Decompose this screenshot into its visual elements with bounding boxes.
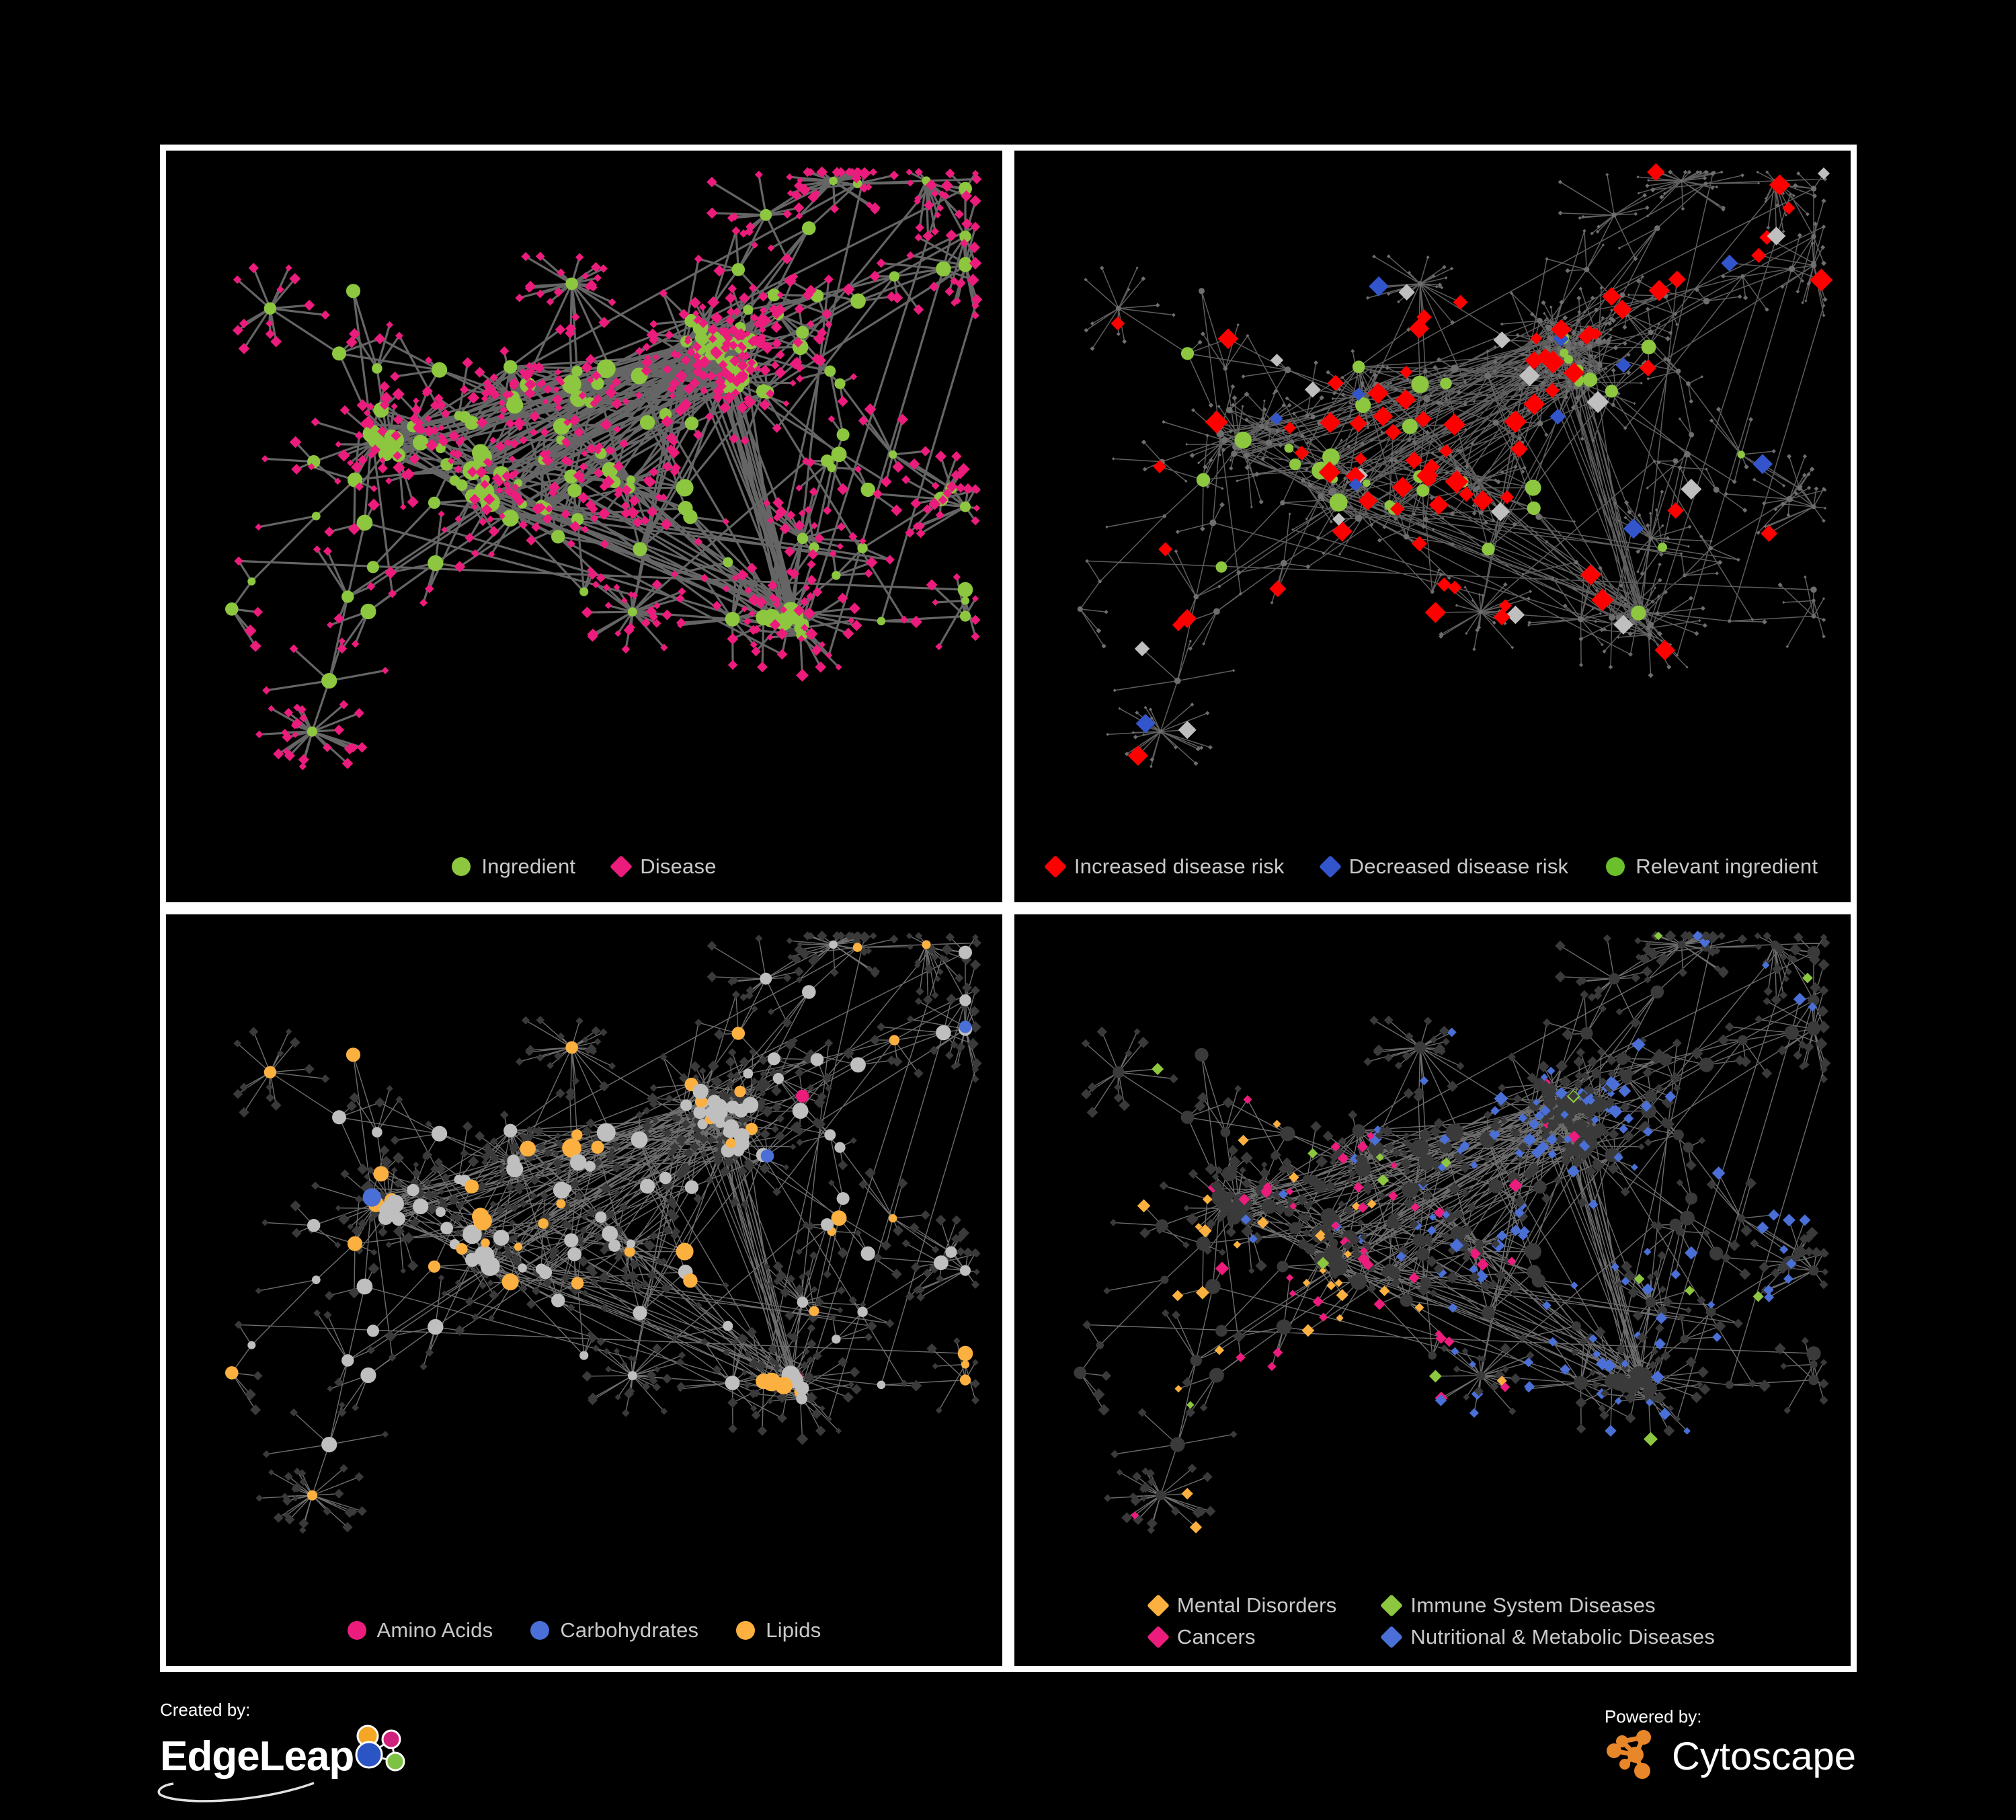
- network-disease-risk: [1014, 151, 1851, 902]
- network-canvas-4: [1074, 930, 1831, 1534]
- network-ingredient-disease: [166, 151, 1002, 902]
- powered-by-kicker: Powered by:: [1604, 1706, 1702, 1727]
- network-canvas-3: [225, 931, 982, 1534]
- network-nutrient-classes: [166, 914, 1002, 1666]
- edgeleap-network-icon: [343, 1723, 415, 1790]
- cytoscape-branding: Powered by:: [1605, 1708, 1856, 1784]
- panel-disease-risk[interactable]: Increased disease risk Decreased disease…: [1008, 145, 1857, 908]
- network-canvas-2: [1077, 163, 1833, 768]
- edgeleap-branding: Created by: EdgeLeap: [157, 1700, 415, 1804]
- cytoscape-network-icon: [1605, 1729, 1662, 1784]
- cytoscape-logo-row: Cytoscape: [1605, 1729, 1856, 1784]
- edgeleap-logo-row: EdgeLeap: [160, 1723, 415, 1790]
- figure-footer: Created by: EdgeLeap: [157, 1694, 1856, 1809]
- panel-disease-classes[interactable]: Mental Disorders Immune System Diseases …: [1008, 908, 1857, 1672]
- network-disease-classes: [1014, 914, 1851, 1666]
- edgeleap-network-icon-svg: [355, 1725, 405, 1772]
- cytoscape-network-icon-svg: [1606, 1730, 1651, 1779]
- network-canvas-1: [225, 166, 983, 770]
- panel-nutrient-classes[interactable]: Amino Acids Carbohydrates Lipids: [160, 908, 1008, 1672]
- cytoscape-wordmark: Cytoscape: [1671, 1734, 1856, 1778]
- edgeleap-swoosh-icon: [157, 1782, 315, 1803]
- panel-ingredient-disease[interactable]: Ingredient Disease: [160, 145, 1008, 908]
- created-by-kicker: Created by:: [160, 1700, 251, 1720]
- edgeleap-wordmark: EdgeLeap: [160, 1733, 354, 1780]
- panel-grid: Ingredient Disease Increased disease r: [160, 145, 1857, 1672]
